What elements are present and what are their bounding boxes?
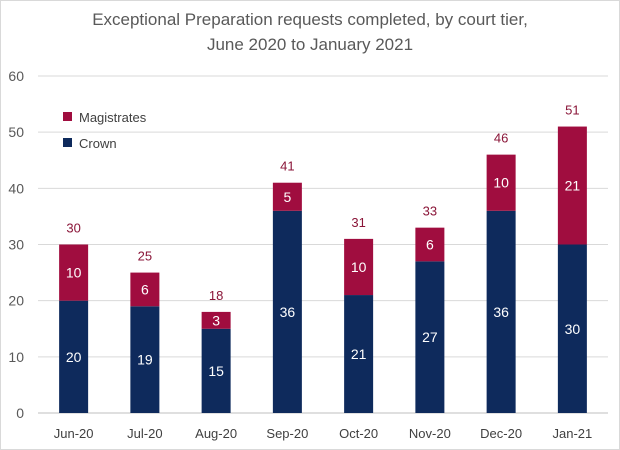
x-tick-label: Dec-20 bbox=[480, 426, 522, 441]
data-label-crown: 36 bbox=[493, 304, 509, 320]
bar-crown bbox=[201, 328, 231, 413]
data-label-magistrates: 10 bbox=[351, 259, 367, 275]
x-tick-label: Aug-20 bbox=[195, 426, 237, 441]
data-label-magistrates: 6 bbox=[426, 237, 434, 253]
bar-crown bbox=[272, 210, 302, 413]
data-label-crown: 21 bbox=[351, 346, 367, 362]
x-tick-label: Oct-20 bbox=[339, 426, 378, 441]
x-tick-label: Sep-20 bbox=[266, 426, 308, 441]
bar-magistrates bbox=[201, 311, 231, 329]
data-label-total: 46 bbox=[494, 131, 508, 146]
legend-label-crown: Crown bbox=[79, 136, 117, 151]
data-label-magistrates: 5 bbox=[283, 189, 291, 205]
bar-magistrates bbox=[59, 244, 89, 301]
bar-magistrates bbox=[344, 238, 374, 296]
bar-crown bbox=[130, 306, 160, 413]
chart-title: Exceptional Preparation requests complet… bbox=[92, 10, 528, 29]
data-label-magistrates: 6 bbox=[141, 281, 149, 297]
data-label-magistrates: 3 bbox=[212, 312, 220, 328]
y-tick-label: 20 bbox=[8, 293, 24, 309]
chart-subtitle: June 2020 to January 2021 bbox=[206, 35, 414, 54]
bar-magistrates bbox=[486, 154, 516, 211]
legend-label-magistrates: Magistrates bbox=[79, 110, 147, 125]
data-label-crown: 30 bbox=[565, 321, 581, 337]
bar-crown bbox=[557, 244, 587, 413]
x-tick-label: Jul-20 bbox=[127, 426, 162, 441]
y-tick-label: 40 bbox=[8, 180, 24, 196]
x-tick-label: Jun-20 bbox=[54, 426, 94, 441]
legend-swatch-crown bbox=[63, 138, 72, 147]
y-tick-label: 10 bbox=[8, 349, 24, 365]
bar-magistrates bbox=[557, 126, 587, 245]
x-tick-label: Nov-20 bbox=[409, 426, 451, 441]
bar-crown bbox=[344, 295, 374, 413]
data-label-crown: 20 bbox=[66, 349, 82, 365]
bar-crown bbox=[59, 300, 89, 413]
data-label-total: 41 bbox=[280, 159, 294, 174]
data-label-crown: 36 bbox=[280, 304, 296, 320]
y-tick-label: 0 bbox=[16, 405, 24, 421]
data-label-magistrates: 21 bbox=[565, 178, 581, 194]
data-label-total: 31 bbox=[351, 215, 365, 230]
legend-swatch-magistrates bbox=[63, 112, 72, 121]
data-label-total: 18 bbox=[209, 288, 223, 303]
bar-magistrates bbox=[415, 227, 445, 262]
x-tick-label: Jan-21 bbox=[553, 426, 593, 441]
data-label-total: 33 bbox=[423, 204, 437, 219]
data-label-total: 25 bbox=[138, 249, 152, 264]
bar-crown bbox=[415, 261, 445, 413]
data-label-crown: 15 bbox=[208, 363, 224, 379]
data-label-magistrates: 10 bbox=[66, 265, 82, 281]
data-label-magistrates: 10 bbox=[493, 175, 509, 191]
y-tick-label: 50 bbox=[8, 124, 24, 140]
y-tick-label: 30 bbox=[8, 237, 24, 253]
bar-magistrates bbox=[130, 272, 160, 307]
data-label-total: 51 bbox=[565, 103, 579, 118]
bar-crown bbox=[486, 210, 516, 413]
y-tick-label: 60 bbox=[8, 68, 24, 84]
data-label-crown: 19 bbox=[137, 352, 153, 368]
data-label-total: 30 bbox=[66, 221, 80, 236]
data-label-crown: 27 bbox=[422, 329, 438, 345]
bar-magistrates bbox=[272, 182, 302, 211]
